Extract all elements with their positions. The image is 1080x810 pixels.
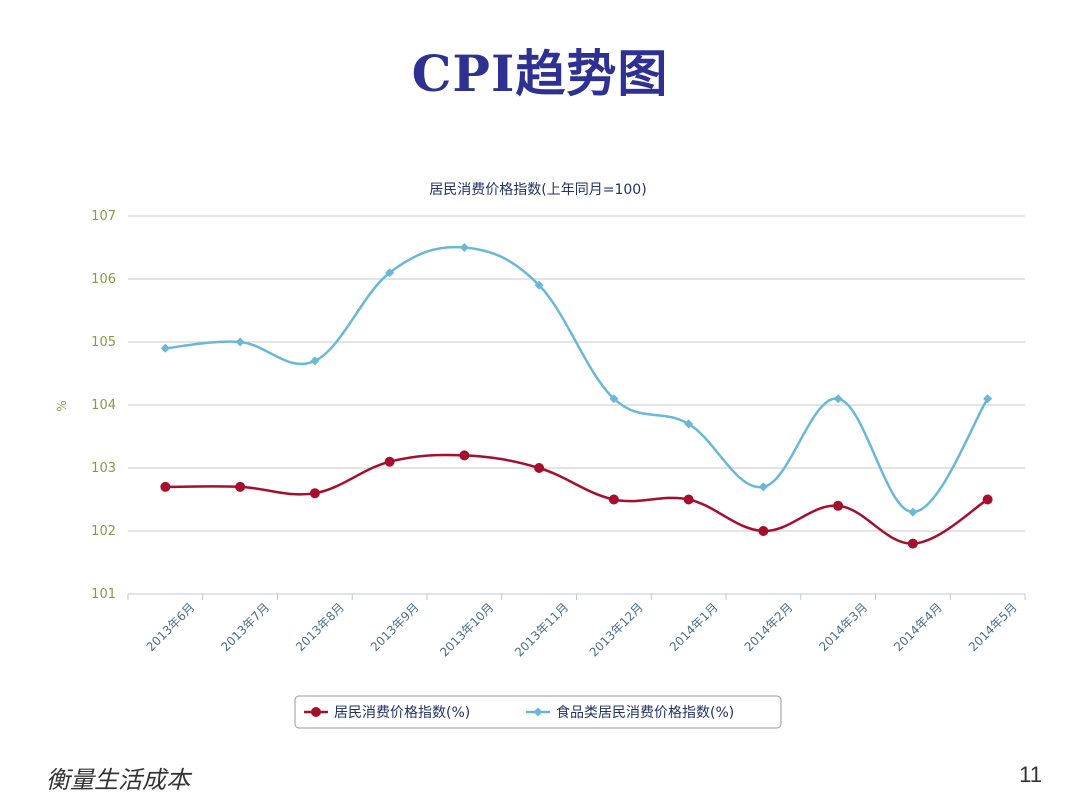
y-tick-label: 101 <box>91 587 116 602</box>
x-tick-label: 2014年2月 <box>742 600 796 654</box>
data-point <box>384 456 395 467</box>
data-point <box>534 463 545 473</box>
y-tick-label: 103 <box>91 461 116 476</box>
x-tick-label: 2013年10月 <box>437 600 496 659</box>
x-tick-label: 2014年4月 <box>891 600 945 654</box>
data-point <box>534 280 544 290</box>
data-point <box>160 481 171 492</box>
legend-label: 居民消费价格指数(%) <box>334 705 470 721</box>
y-tick-label: 104 <box>91 398 116 413</box>
y-tick-label: 106 <box>91 272 116 287</box>
y-tick-label: 107 <box>91 209 116 224</box>
data-point <box>608 494 619 505</box>
data-point <box>235 481 246 492</box>
data-point <box>684 419 694 429</box>
data-point <box>385 268 395 278</box>
x-tick-label: 2014年1月 <box>667 600 721 654</box>
legend-marker <box>311 707 321 717</box>
x-tick-label: 2013年6月 <box>144 600 198 654</box>
legend-label: 食品类居民消费价格指数(%) <box>556 704 734 721</box>
chart-title: 居民消费价格指数(上年同月=100) <box>429 182 646 198</box>
data-point <box>310 356 320 366</box>
y-axis-ticks: 101 102 103 104 105 106 107 <box>91 209 116 602</box>
data-point <box>683 494 694 505</box>
x-tick-label: 2013年12月 <box>587 600 646 659</box>
x-tick-label: 2013年7月 <box>218 600 272 654</box>
series-line <box>165 245 989 514</box>
data-point <box>160 343 170 353</box>
data-point <box>758 526 769 536</box>
series-group <box>160 243 993 549</box>
data-point <box>758 482 768 492</box>
footer-caption: 衡量生活成本 <box>46 766 190 794</box>
data-point <box>907 538 918 549</box>
data-point <box>309 488 320 499</box>
slide-title: CPI趋势图 <box>411 44 669 103</box>
page-number: 11 <box>1019 762 1042 787</box>
cpi-line-chart: 居民消费价格指数(上年同月=100) % 1011021031041051061… <box>55 182 1026 729</box>
data-point <box>983 394 993 404</box>
legend: 居民消费价格指数(%) 食品类居民消费价格指数(%) <box>294 695 782 729</box>
data-point <box>833 500 844 511</box>
data-point <box>908 507 918 517</box>
data-point <box>982 494 993 505</box>
data-point <box>235 337 245 347</box>
x-tick-label: 2014年3月 <box>816 600 870 654</box>
data-point <box>609 394 619 404</box>
y-tick-label: 102 <box>91 524 116 539</box>
data-point <box>459 450 470 461</box>
data-point <box>833 394 843 404</box>
x-axis: 2013年6月 2013年7月 2013年8月 2013年9月 2013年10月 2013… <box>127 594 1026 659</box>
x-tick-label: 2014年5月 <box>966 600 1020 654</box>
x-tick-label: 2013年8月 <box>293 600 347 654</box>
y-tick-label: 105 <box>91 335 116 350</box>
y-axis-label: % <box>55 400 69 411</box>
x-tick-label: 2013年9月 <box>368 600 422 654</box>
data-point <box>459 243 469 252</box>
x-tick-label: 2013年11月 <box>512 600 571 659</box>
legend-marker <box>533 707 543 717</box>
